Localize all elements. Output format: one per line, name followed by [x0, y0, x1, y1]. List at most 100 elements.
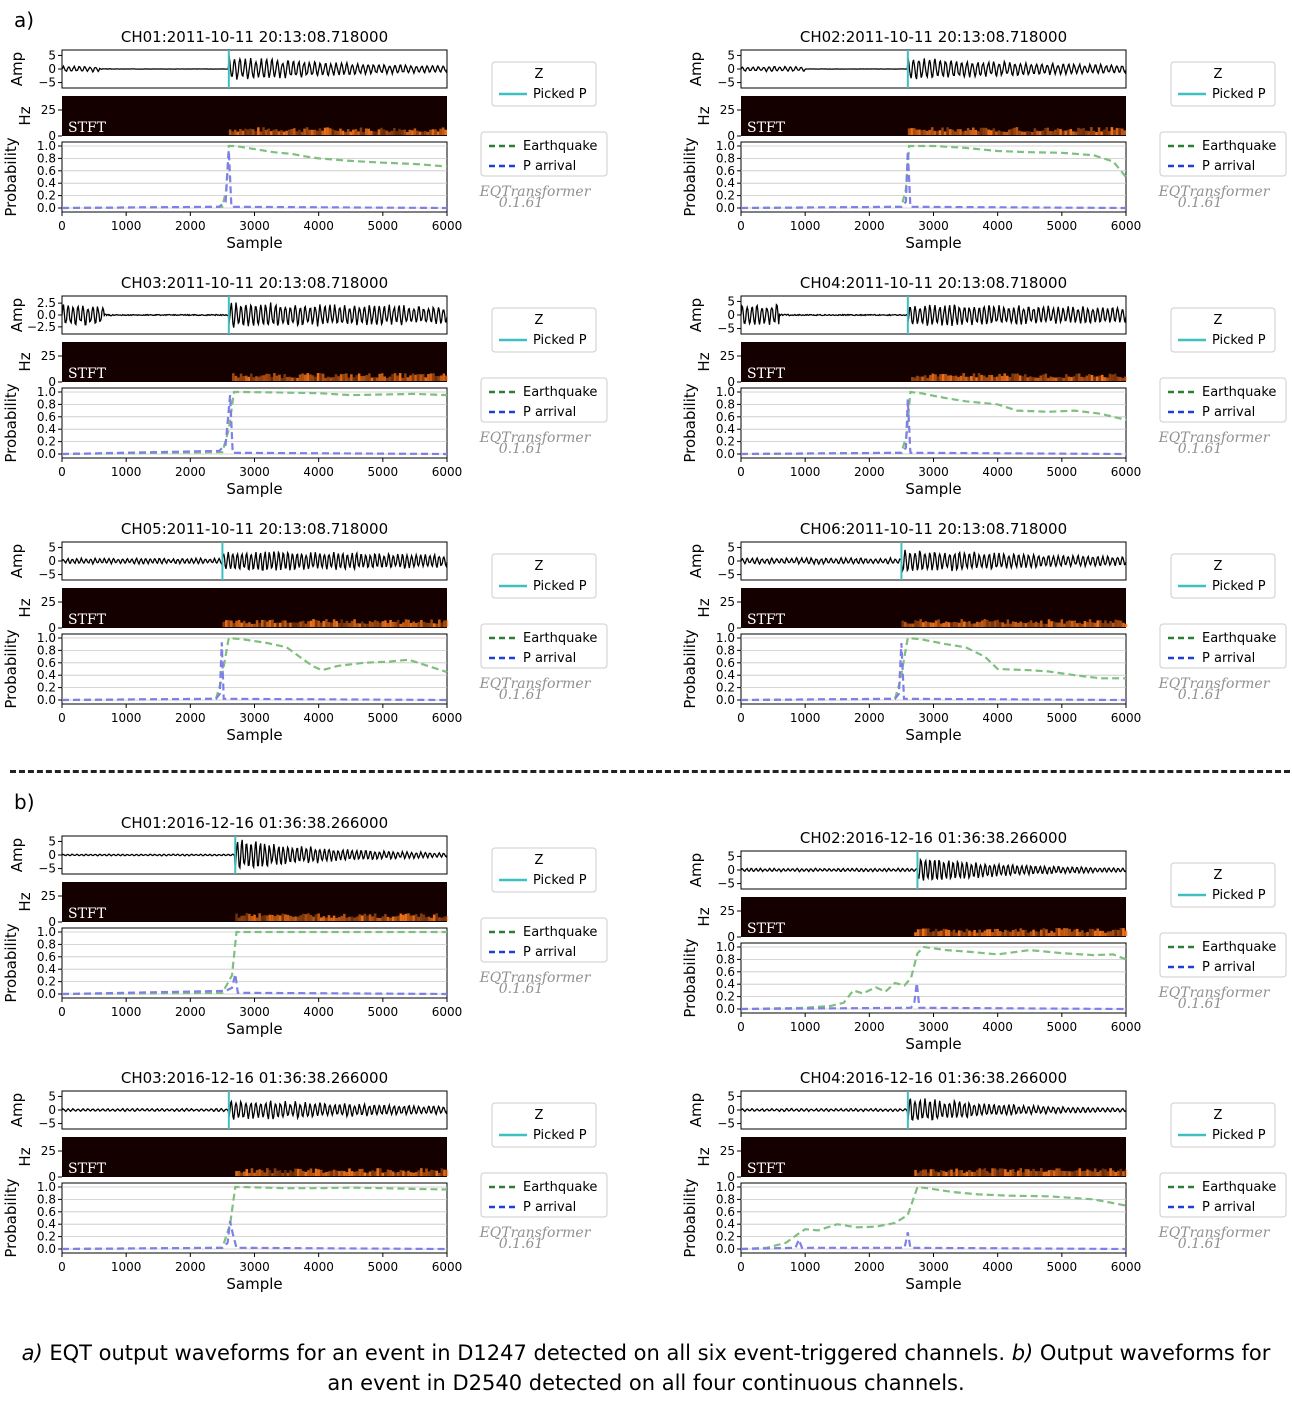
earthquake-probability-line: [740, 390, 1127, 456]
stft-energy: [951, 129, 955, 135]
stft-energy: [988, 374, 991, 381]
stft-energy: [1060, 929, 1064, 936]
panel-8: CH02:2016-12-16 01:36:38.26600050−5Amp02…: [681, 829, 1287, 1053]
amp-tick-label: −2.5: [27, 320, 56, 334]
stft-energy: [358, 623, 362, 627]
stft-energy: [970, 623, 974, 627]
stft-energy: [345, 917, 349, 921]
stft-energy: [376, 1168, 379, 1176]
stft-energy: [389, 917, 392, 921]
stft-energy: [1027, 932, 1030, 936]
stft-axes: [741, 96, 1126, 136]
stft-energy: [370, 130, 373, 135]
stft-energy: [952, 375, 955, 381]
stft-energy: [930, 127, 934, 135]
stft-energy: [361, 1168, 364, 1176]
p-arrival-probability-line: [740, 642, 1127, 702]
stft-energy: [1077, 127, 1080, 135]
stft-energy: [991, 932, 994, 936]
stft-energy: [350, 1171, 354, 1176]
prob-tick-label: 1.0: [37, 925, 56, 939]
stft-energy: [253, 623, 256, 627]
stft-energy: [280, 377, 284, 381]
x-axis-label: Sample: [905, 1035, 961, 1053]
stft-energy: [911, 377, 914, 381]
legend-z-label: Z: [535, 1108, 544, 1123]
stft-energy: [286, 914, 290, 921]
stft-energy: [380, 127, 383, 135]
stft-energy: [1106, 623, 1110, 627]
stft-energy: [319, 622, 323, 627]
x-tick-label: 0: [58, 1005, 66, 1019]
stft-energy: [1050, 1169, 1053, 1176]
stft-tick-label: 0: [727, 621, 735, 635]
stft-energy: [1052, 932, 1056, 936]
stft-energy: [299, 621, 302, 627]
stft-energy: [1088, 619, 1092, 627]
stft-energy: [402, 622, 405, 627]
stft-energy: [965, 621, 969, 627]
legend-z-label: Z: [1214, 67, 1223, 82]
p-arrival-probability-line: [740, 150, 1127, 210]
amp-tick-label: −5: [717, 877, 735, 891]
stft-energy: [1104, 1169, 1107, 1176]
legend-box-top: [491, 553, 597, 599]
stft-energy: [278, 622, 282, 627]
x-tick-label: 6000: [432, 219, 463, 233]
stft-energy: [939, 623, 943, 627]
stft-energy: [326, 127, 329, 135]
stft-energy: [265, 373, 268, 381]
stft-energy: [358, 1168, 362, 1176]
stft-energy: [991, 1168, 994, 1176]
x-tick-label: 3000: [918, 1260, 949, 1274]
stft-energy: [1070, 620, 1074, 627]
amp-tick-label: −5: [717, 322, 735, 336]
stft-energy: [348, 1168, 351, 1176]
stft-energy: [240, 622, 243, 627]
stft-energy: [414, 1172, 418, 1176]
stft-energy: [1065, 621, 1069, 627]
stft-energy: [411, 130, 414, 135]
stft-energy: [343, 1171, 346, 1176]
legend-p-arrival-label: P arrival: [523, 945, 576, 960]
stft-energy: [363, 623, 367, 627]
stft-energy: [1098, 375, 1101, 381]
stft-energy: [960, 1170, 964, 1176]
stft-energy: [1088, 374, 1091, 381]
stft-energy: [335, 1170, 338, 1176]
prob-axes: [61, 633, 448, 705]
stft-energy: [259, 131, 263, 135]
stft-energy: [919, 1170, 922, 1176]
amp-axes: [740, 49, 1127, 89]
panel-title: CH01:2016-12-16 01:36:38.266000: [121, 814, 388, 832]
panel-6: CH06:2011-10-11 20:13:08.71800050−5Amp02…: [681, 520, 1287, 744]
stft-energy: [334, 130, 337, 135]
stft-tick-label: 25: [41, 1144, 56, 1158]
stft-energy: [250, 916, 254, 921]
prob-tick-label: 1.0: [716, 940, 735, 954]
stft-energy: [1065, 1170, 1069, 1176]
stft-energy: [934, 1171, 938, 1176]
stft-energy: [1029, 931, 1033, 936]
stft-energy: [378, 622, 382, 627]
stft-energy: [980, 1169, 984, 1176]
stft-energy: [399, 1169, 403, 1176]
brand-name: EQTransformer: [1158, 676, 1271, 692]
stft-energy: [1004, 623, 1007, 627]
stft-energy: [949, 375, 953, 381]
legend-picked-p-label: Picked P: [1212, 333, 1266, 348]
prob-ylabel: Probability: [2, 923, 20, 1002]
stft-energy: [1057, 622, 1061, 627]
stft-energy: [984, 127, 988, 135]
stft-energy: [1108, 131, 1111, 135]
stft-energy: [278, 1170, 282, 1176]
prob-tick-label: 0.6: [37, 1205, 56, 1219]
stft-energy: [416, 130, 419, 135]
stft-energy: [323, 127, 327, 135]
stft-energy: [961, 131, 965, 135]
stft-energy: [1108, 373, 1112, 381]
stft-energy: [273, 373, 276, 381]
stft-energy: [1031, 131, 1034, 135]
legend-picked-p-label: Picked P: [533, 579, 587, 594]
stft-energy: [1044, 373, 1048, 381]
